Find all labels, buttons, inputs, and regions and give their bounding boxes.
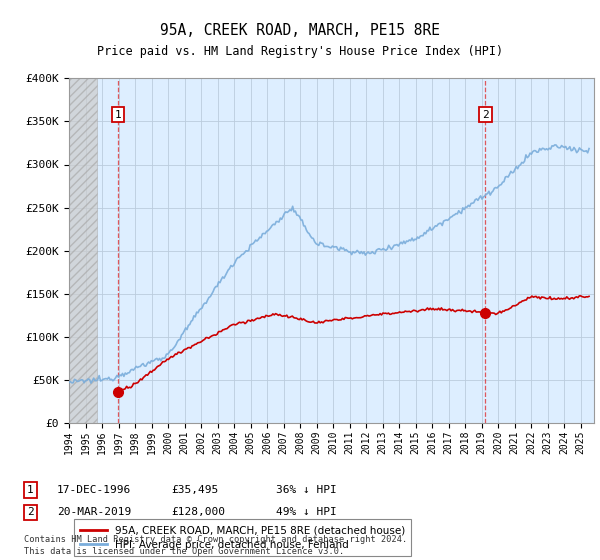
Text: 36% ↓ HPI: 36% ↓ HPI [276,485,337,495]
Legend: 95A, CREEK ROAD, MARCH, PE15 8RE (detached house), HPI: Average price, detached : 95A, CREEK ROAD, MARCH, PE15 8RE (detach… [29,427,362,460]
Text: 2: 2 [482,110,489,120]
Text: 95A, CREEK ROAD, MARCH, PE15 8RE: 95A, CREEK ROAD, MARCH, PE15 8RE [160,24,440,38]
Legend: 95A, CREEK ROAD, MARCH, PE15 8RE (detached house), HPI: Average price, detached : 95A, CREEK ROAD, MARCH, PE15 8RE (detach… [74,519,412,556]
Text: Price paid vs. HM Land Registry's House Price Index (HPI): Price paid vs. HM Land Registry's House … [97,45,503,58]
Text: 1: 1 [115,110,121,120]
Text: £35,495: £35,495 [171,485,218,495]
Text: 17-DEC-1996: 17-DEC-1996 [57,485,131,495]
Text: £128,000: £128,000 [171,507,225,517]
Text: 20-MAR-2019: 20-MAR-2019 [57,507,131,517]
Text: 49% ↓ HPI: 49% ↓ HPI [276,507,337,517]
Text: Contains HM Land Registry data © Crown copyright and database right 2024.
This d: Contains HM Land Registry data © Crown c… [24,535,407,556]
Text: 2: 2 [27,507,34,517]
Text: 1: 1 [27,485,34,495]
